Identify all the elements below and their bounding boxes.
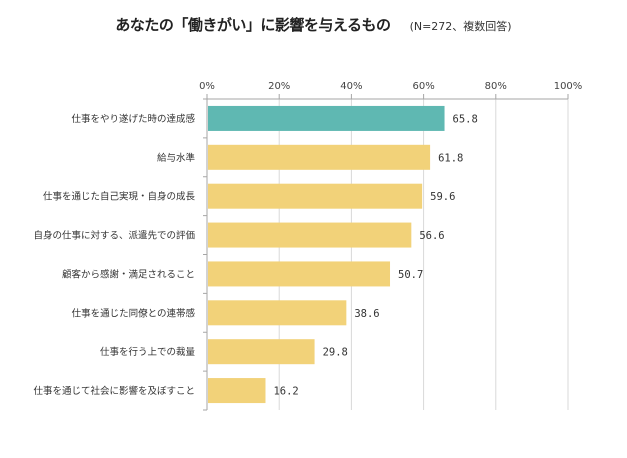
- bar: [208, 300, 347, 326]
- value-label: 16.2: [273, 386, 298, 398]
- tick-label: 20%: [268, 81, 290, 92]
- bar: [208, 105, 445, 131]
- bar: [208, 339, 315, 365]
- category-label: 仕事を通じた自己実現・自身の成長: [43, 191, 196, 203]
- tick-label: 100%: [554, 81, 583, 92]
- tick-label: 60%: [412, 81, 434, 92]
- category-label: 自身の仕事に対する、派遣先での評価: [33, 230, 195, 242]
- axes: [203, 98, 568, 411]
- category-label: 仕事を行う上での裁量: [100, 346, 196, 358]
- category-label: 仕事を通じて社会に影響を及ぼすこと: [33, 385, 195, 397]
- bar: [208, 378, 266, 404]
- chart-title: あなたの「働きがい」に影響を与えるもの: [115, 16, 391, 34]
- value-label: 38.6: [354, 308, 379, 320]
- x-axis-ticks: 0% 20% 40% 60% 80% 100%: [199, 81, 582, 99]
- bar: [208, 222, 412, 248]
- value-label: 56.6: [419, 230, 444, 242]
- value-label: 29.8: [323, 347, 348, 359]
- tick-label: 0%: [199, 81, 215, 92]
- category-label: 顧客から感謝・満足されること: [62, 268, 195, 280]
- value-label: 50.7: [398, 269, 423, 281]
- chart-subtitle: (N=272、複数回答): [409, 20, 512, 33]
- category-label: 給与水準: [157, 152, 196, 164]
- tick-label: 40%: [340, 81, 362, 92]
- bar: [208, 144, 431, 170]
- value-label: 61.8: [438, 152, 463, 164]
- tick-label: 80%: [485, 81, 507, 92]
- bars: [208, 105, 445, 404]
- value-label: 59.6: [430, 191, 455, 203]
- category-label: 仕事をやり遂げた時の達成感: [71, 113, 195, 125]
- chart-title-row: あなたの「働きがい」に影響を与えるもの (N=272、複数回答): [0, 14, 627, 35]
- bar: [208, 183, 423, 209]
- category-label: 仕事を通じた同僚との連帯感: [72, 307, 196, 319]
- value-labels: 65.8 61.8 59.6 56.6 50.7 38.6 29.8 16.2: [273, 113, 477, 397]
- bar: [208, 261, 391, 287]
- category-labels: 仕事をやり遂げた時の達成感給与水準仕事を通じた自己実現・自身の成長自身の仕事に対…: [33, 113, 195, 397]
- value-label: 65.8: [453, 113, 478, 125]
